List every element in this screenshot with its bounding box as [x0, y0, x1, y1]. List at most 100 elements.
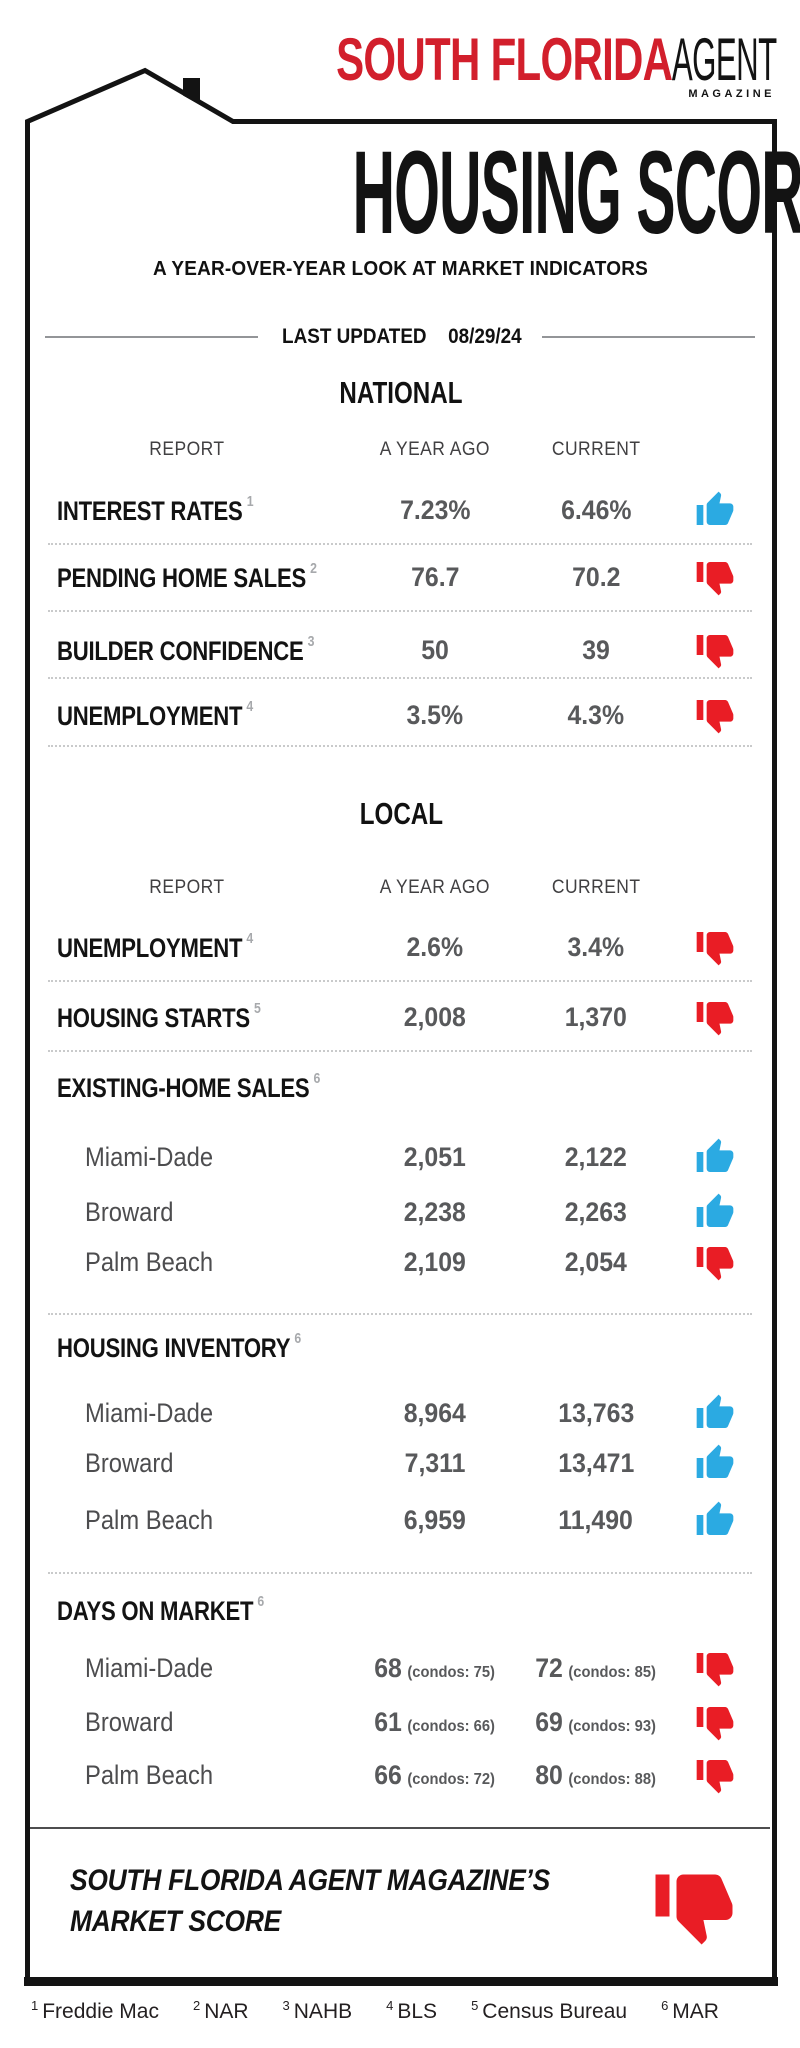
- current-value: 69 (condos: 93): [511, 1700, 681, 1744]
- current-value: 2,263: [511, 1190, 681, 1234]
- table-row-hi-broward: Broward 7,311 13,471: [25, 1441, 777, 1485]
- divider-line-left: [45, 336, 258, 338]
- condos-note: (condos: 85): [568, 1663, 657, 1681]
- report-label: UNEMPLOYMENT 4: [57, 925, 367, 969]
- county-label: Broward: [85, 1441, 375, 1485]
- county-label: Miami-Dade: [85, 1391, 375, 1435]
- year-ago-value: 66 (condos: 72): [345, 1753, 525, 1797]
- page-subtitle-text: A YEAR-OVER-YEAR LOOK AT MARKET INDICATO…: [153, 258, 649, 280]
- year-ago-value: 2,051: [345, 1135, 525, 1179]
- table-row-ehs-miami-dade: Miami-Dade 2,051 2,122: [25, 1135, 777, 1179]
- footnote-item: 5 Census Bureau: [471, 1998, 628, 2023]
- column-header-text: A YEAR AGO: [379, 439, 491, 460]
- value-text: 13,471: [558, 1447, 634, 1478]
- value-text: 69 (condos: 93): [535, 1706, 657, 1737]
- table-row-dom-palm-beach: Palm Beach 66 (condos: 72) 80 (condos: 88): [25, 1753, 777, 1797]
- year-ago-value: 7.23%: [345, 488, 525, 532]
- value-text: 68 (condos: 75): [374, 1652, 496, 1683]
- table-row-ehs-palm-beach: Palm Beach 2,109 2,054: [25, 1240, 777, 1284]
- section-title-national: NATIONAL: [25, 377, 777, 408]
- year-ago-value: 6,959: [345, 1498, 525, 1542]
- footnote-marker: 5: [254, 1000, 261, 1017]
- county-label: Broward: [85, 1700, 375, 1744]
- logo-magazine-tagline: MAGAZINE: [688, 88, 775, 100]
- table-row-unemployment-national: UNEMPLOYMENT 4 3.5% 4.3%: [25, 693, 777, 737]
- last-updated-date: 08/29/24: [448, 325, 523, 348]
- market-score-line1: SOUTH FLORIDA AGENT MAGAZINE’S: [70, 1864, 550, 1897]
- year-ago-value: 8,964: [345, 1391, 525, 1435]
- county-label-text: Palm Beach: [85, 1246, 214, 1277]
- row-separator: [48, 980, 752, 982]
- value-text: 2,263: [564, 1196, 628, 1227]
- page-subtitle: A YEAR-OVER-YEAR LOOK AT MARKET INDICATO…: [25, 258, 777, 281]
- column-header-report: REPORT: [57, 866, 317, 910]
- condos-note: (condos: 75): [407, 1663, 496, 1681]
- current-value: 11,490: [511, 1498, 681, 1542]
- footnote-marker: 4: [246, 698, 253, 715]
- thumbs-up-icon: [687, 1135, 743, 1179]
- thumbs-down-icon: [648, 1862, 740, 1950]
- thumbs-down-icon: [687, 925, 743, 969]
- county-label-text: Miami-Dade: [85, 1397, 214, 1428]
- group-label: DAYS ON MARKET 6: [57, 1588, 367, 1632]
- thumbs-down-icon: [687, 995, 743, 1039]
- group-label-text: EXISTING-HOME SALES 6: [57, 1070, 321, 1103]
- footnote-marker: 2: [310, 560, 317, 577]
- thumbs-up-icon: [687, 1441, 743, 1485]
- thumbs-down-icon: [687, 555, 743, 599]
- year-ago-value: 68 (condos: 75): [345, 1646, 525, 1690]
- thumbs-up-icon: [687, 488, 743, 532]
- column-header-row: REPORT A YEAR AGO CURRENT: [25, 428, 777, 472]
- footnote-item: 1 Freddie Mac: [31, 1998, 159, 2023]
- current-value: 70.2: [511, 555, 681, 599]
- county-label-text: Miami-Dade: [85, 1652, 214, 1683]
- thumbs-up-icon: [687, 1190, 743, 1234]
- value-text: 2.6%: [406, 931, 464, 962]
- footnote-marker: 3: [307, 633, 315, 650]
- table-row-interest-rates: INTEREST RATES 1 7.23% 6.46%: [25, 488, 777, 532]
- thumbs-up-icon: [687, 1391, 743, 1435]
- page-title-text: HOUSING SCORECARD: [352, 127, 800, 259]
- current-value: 3.4%: [511, 925, 681, 969]
- last-updated: LAST UPDATED 08/29/24: [45, 324, 756, 350]
- group-label-text: HOUSING INVENTORY 6: [57, 1330, 301, 1363]
- county-label-text: Palm Beach: [85, 1759, 214, 1790]
- value-text: 61 (condos: 66): [374, 1706, 496, 1737]
- value-text: 1,370: [564, 1001, 628, 1032]
- year-ago-value: 2,109: [345, 1240, 525, 1284]
- county-label-text: Broward: [85, 1706, 174, 1737]
- value-text: 6.46%: [560, 494, 632, 525]
- value-text: 2,238: [403, 1196, 467, 1227]
- current-value: 72 (condos: 85): [511, 1646, 681, 1690]
- row-separator: [48, 543, 752, 545]
- column-header-row: REPORT A YEAR AGO CURRENT: [25, 866, 777, 910]
- year-ago-value: 76.7: [345, 555, 525, 599]
- county-label-text: Miami-Dade: [85, 1141, 214, 1172]
- county-label: Miami-Dade: [85, 1135, 375, 1179]
- current-value: 1,370: [511, 995, 681, 1039]
- county-label: Palm Beach: [85, 1753, 375, 1797]
- footnote-item: 4 BLS: [386, 1998, 438, 2023]
- year-ago-value: 7,311: [345, 1441, 525, 1485]
- thumbs-down-icon: [687, 1646, 743, 1690]
- value-text: 7.23%: [399, 494, 471, 525]
- current-value: 39: [511, 628, 681, 672]
- thumbs-down-icon: [687, 1240, 743, 1284]
- report-label-text: HOUSING STARTS 5: [57, 1000, 261, 1033]
- value-text: 2,051: [403, 1141, 467, 1172]
- chimney-icon: [183, 78, 200, 105]
- thumbs-up-icon: [687, 1498, 743, 1542]
- condos-note: (condos: 93): [568, 1717, 657, 1735]
- report-label-text: BUILDER CONFIDENCE 3: [57, 633, 315, 666]
- column-header-current: CURRENT: [511, 866, 681, 910]
- market-score-line2: MARKET SCORE: [70, 1905, 281, 1938]
- table-row-pending-home-sales: PENDING HOME SALES 2 76.7 70.2: [25, 555, 777, 599]
- row-separator: [48, 1572, 752, 1574]
- market-score-label: SOUTH FLORIDA AGENT MAGAZINE’S MARKET SC…: [70, 1860, 630, 1942]
- value-text: 2,008: [403, 1001, 467, 1032]
- condos-note: (condos: 66): [407, 1717, 496, 1735]
- value-text: 66 (condos: 72): [374, 1759, 496, 1790]
- report-label-text: UNEMPLOYMENT 4: [57, 698, 253, 731]
- column-header-text: CURRENT: [551, 877, 641, 898]
- column-header-year-ago: A YEAR AGO: [345, 428, 525, 472]
